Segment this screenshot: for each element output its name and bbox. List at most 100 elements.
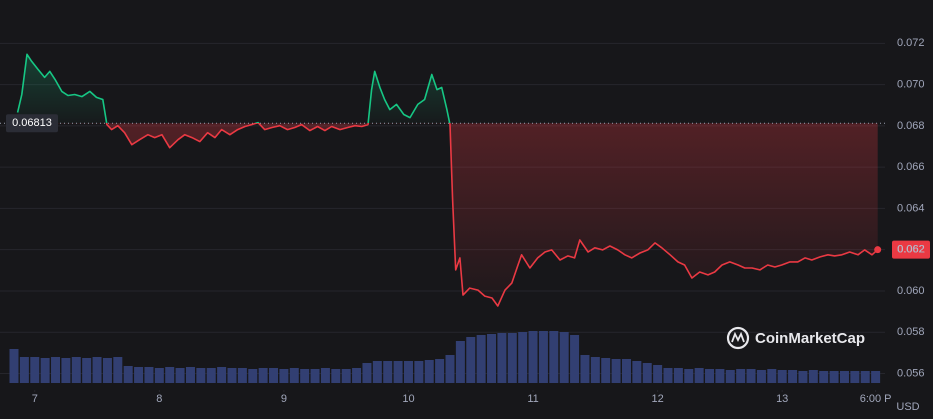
- volume-bar: [248, 369, 258, 383]
- volume-bar: [455, 341, 465, 383]
- volume-bar: [829, 371, 839, 383]
- volume-bar: [684, 369, 694, 383]
- volume-bar: [30, 357, 40, 383]
- volume-bar: [632, 361, 642, 383]
- last-point: [874, 246, 882, 254]
- volume-bar: [570, 335, 580, 383]
- volume-bar: [414, 361, 424, 383]
- x-tick-label: 12: [651, 393, 663, 405]
- volume-bar: [767, 369, 777, 383]
- volume-bar: [134, 367, 144, 383]
- volume-bar: [808, 370, 818, 383]
- volume-bar: [113, 357, 123, 383]
- volume-bar: [424, 360, 434, 383]
- volume-bar: [217, 367, 227, 383]
- volume-bar: [372, 361, 382, 383]
- volume-bar: [300, 369, 310, 383]
- price-area: [17, 54, 878, 306]
- volume-bar: [269, 368, 279, 383]
- volume-bar: [487, 334, 497, 383]
- volume-bar: [642, 363, 652, 383]
- volume-bar: [736, 369, 746, 383]
- volume-bar: [819, 371, 829, 383]
- volume-bar: [123, 366, 133, 383]
- volume-bar: [601, 358, 611, 383]
- volume-bar: [71, 357, 81, 383]
- volume-bar: [362, 363, 372, 383]
- volume-bar: [82, 358, 92, 383]
- volume-bar: [403, 361, 413, 383]
- y-tick-label: 0.062: [897, 244, 925, 256]
- x-tick-label: 10: [402, 393, 414, 405]
- volume-bar: [185, 367, 195, 383]
- watermark: CoinMarketCap: [726, 326, 865, 350]
- volume-bar: [839, 371, 849, 383]
- volume-bar: [92, 357, 102, 383]
- y-tick-label: 0.068: [897, 120, 925, 132]
- volume-bar: [871, 371, 881, 383]
- volume-bar: [756, 370, 766, 383]
- volume-bar: [798, 371, 808, 383]
- volume-bar: [393, 361, 403, 383]
- volume-bar: [51, 357, 61, 383]
- volume-bar: [746, 369, 756, 383]
- price-line: [16, 53, 879, 307]
- volume-bar: [725, 370, 735, 383]
- volume-bar: [320, 368, 330, 383]
- volume-bar: [580, 355, 590, 383]
- volume-bar: [538, 331, 548, 383]
- currency: USD: [896, 401, 919, 413]
- price-label-box: [892, 240, 930, 259]
- x-tick-label: 6:00 P: [860, 393, 892, 405]
- volume-bar: [237, 368, 247, 383]
- volume-bar: [590, 357, 600, 383]
- volume-bar: [663, 368, 673, 383]
- volume-bar: [341, 369, 351, 383]
- volume-bar: [860, 371, 870, 383]
- volume-bar: [705, 369, 715, 383]
- x-tick-label: 13: [776, 393, 788, 405]
- volume-bar: [673, 368, 683, 383]
- volume-bar: [289, 368, 299, 383]
- x-tick-label: 9: [281, 393, 287, 405]
- y-tick-label: 0.064: [897, 202, 925, 214]
- volume-bar: [559, 332, 569, 383]
- baseline-label: 0.06813: [12, 117, 52, 129]
- volume-bar: [621, 359, 631, 383]
- volume-bar: [352, 368, 362, 383]
- volume-bar: [715, 369, 725, 383]
- volume: [9, 331, 881, 383]
- volume-bar: [777, 370, 787, 383]
- y-tick-label: 0.058: [897, 326, 925, 338]
- volume-bar: [144, 367, 154, 383]
- volume-bar: [383, 361, 393, 383]
- volume-bar: [310, 369, 320, 383]
- watermark-text: CoinMarketCap: [755, 330, 865, 347]
- logo-mark: [731, 331, 745, 343]
- volume-bar: [154, 368, 164, 383]
- baseline-label-box: [6, 114, 58, 133]
- volume-bar: [653, 365, 663, 383]
- volume-bar: [476, 335, 486, 383]
- y-tick-label: 0.056: [897, 367, 925, 379]
- volume-bar: [175, 368, 185, 383]
- volume-bar: [40, 358, 50, 383]
- volume-bar: [445, 355, 455, 383]
- volume-bar: [435, 359, 445, 383]
- volume-bar: [549, 331, 559, 383]
- y-tick-label: 0.072: [897, 37, 925, 49]
- x-tick-label: 8: [156, 393, 162, 405]
- x-tick-label: 7: [32, 393, 38, 405]
- volume-bar: [331, 369, 341, 383]
- volume-bar: [788, 370, 798, 383]
- volume-bar: [507, 333, 517, 383]
- volume-bar: [611, 359, 621, 383]
- y-tick-label: 0.066: [897, 161, 925, 173]
- volume-bar: [227, 368, 237, 383]
- volume-bar: [206, 368, 216, 383]
- logo: [726, 326, 750, 350]
- y-tick-label: 0.060: [897, 285, 925, 297]
- volume-bar: [850, 371, 860, 383]
- volume-bar: [61, 358, 71, 383]
